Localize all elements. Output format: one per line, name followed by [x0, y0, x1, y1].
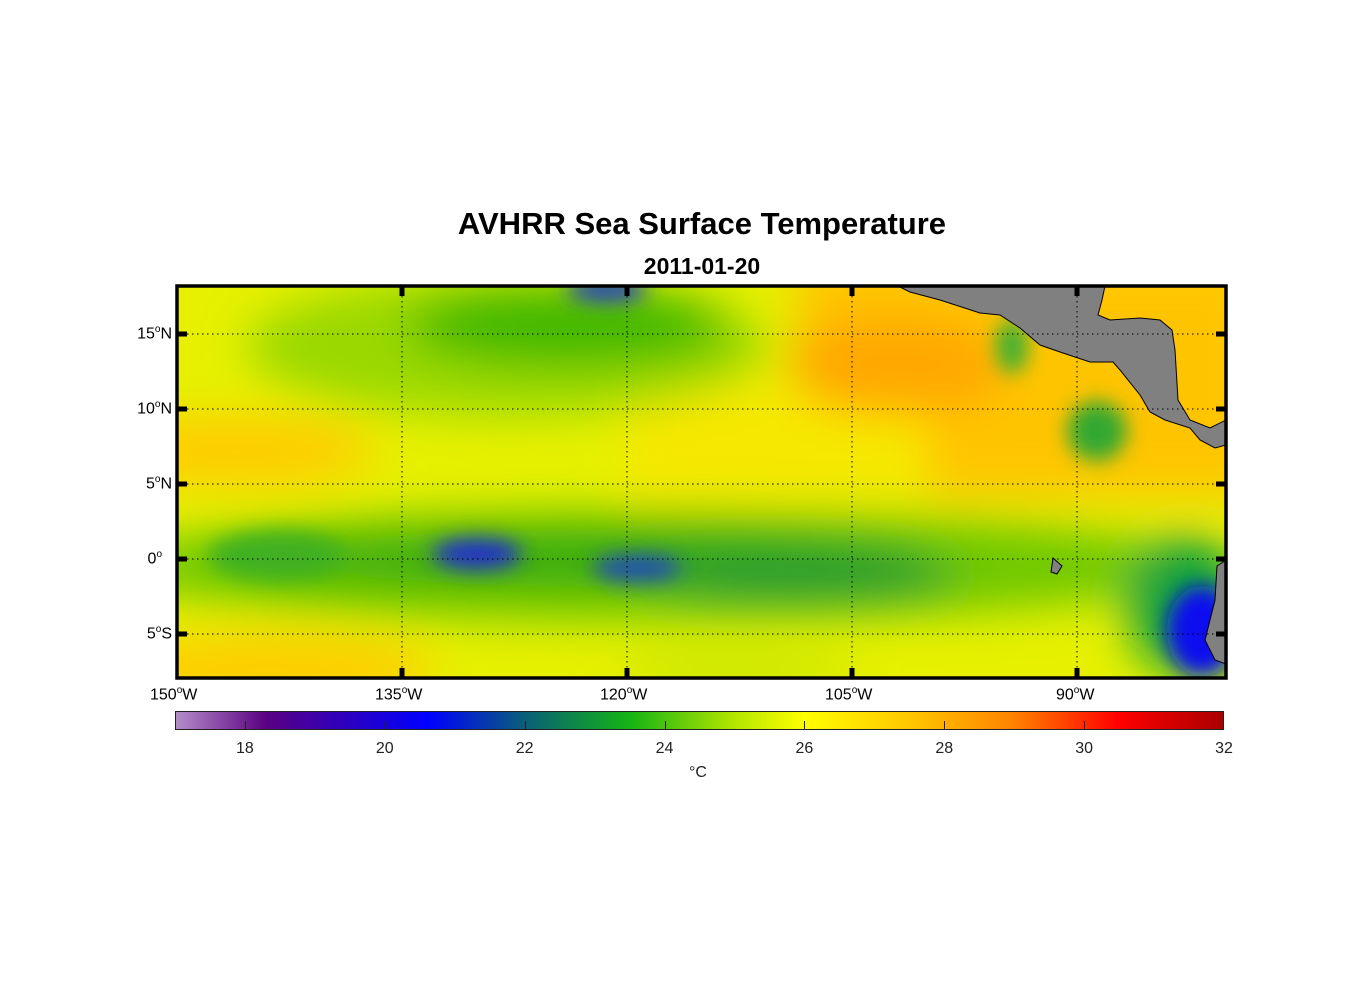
colorbar-tick-mark [244, 721, 246, 729]
colorbar-tick-label: 24 [655, 740, 674, 757]
colorbar-tick-label: 28 [935, 740, 954, 757]
colorbar-tick-label: 26 [795, 740, 814, 757]
colorbar-tick-label: 30 [1075, 740, 1094, 757]
y-tick-label: 5oS [146, 624, 172, 643]
y-tick-label: 10oN [137, 399, 172, 418]
sst-map [175, 284, 1228, 680]
land-galapagos [1050, 557, 1063, 575]
land-south-america [1204, 559, 1226, 665]
y-tick-label: 5oN [145, 474, 172, 493]
colorbar-unit-label: °C [689, 764, 707, 781]
land-masses [897, 286, 1226, 665]
y-tick-label: 0o [147, 549, 162, 568]
colorbar-tick-mark [384, 721, 386, 729]
map-frame [175, 284, 1228, 680]
colorbar-tick-mark [524, 721, 526, 729]
x-tick-label: 135oW [375, 685, 423, 704]
x-tick-label: 120oW [600, 685, 648, 704]
colorbar [175, 711, 1224, 730]
colorbar-tick-mark [664, 721, 666, 729]
x-tick-label: 90oW [1056, 685, 1095, 704]
colorbar-tick-label: 20 [375, 740, 394, 757]
colorbar-tick-label: 32 [1215, 740, 1233, 757]
colorbar-tick-mark [944, 721, 946, 729]
grid-lines [177, 286, 1226, 678]
x-tick-label: 150oW [150, 685, 198, 704]
chart-title: AVHRR Sea Surface Temperature [457, 206, 947, 241]
sst-field [177, 286, 1226, 678]
colorbar-tick-mark [1084, 721, 1086, 729]
land-central-america [897, 286, 1226, 449]
colorbar-tick-label: 18 [236, 740, 254, 757]
colorbar-tick-label: 22 [515, 740, 534, 757]
x-tick-label: 105oW [825, 685, 873, 704]
chart-subtitle: 2011-01-20 [643, 253, 761, 279]
y-tick-label: 15oN [137, 324, 172, 343]
colorbar-tick-mark [804, 721, 806, 729]
